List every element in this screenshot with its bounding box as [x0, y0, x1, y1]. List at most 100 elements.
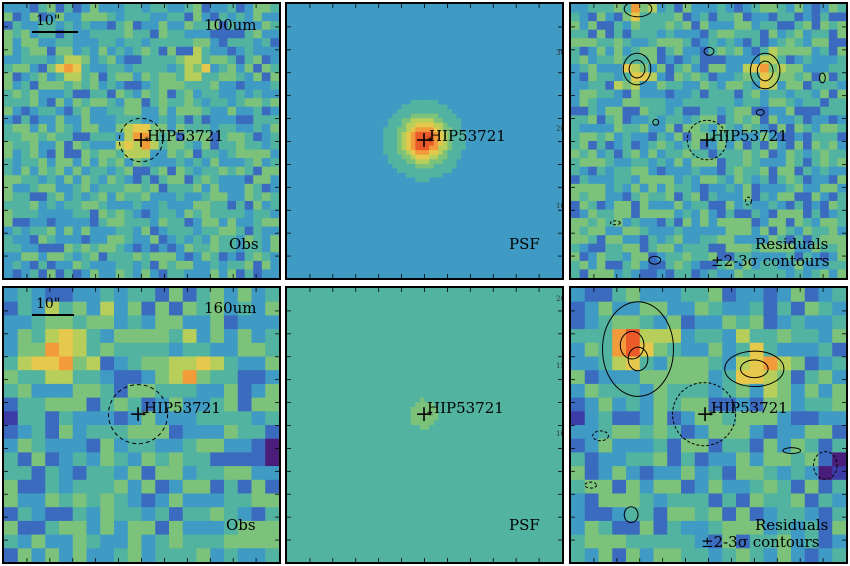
pixel [539, 81, 545, 87]
pixel [803, 4, 813, 14]
pixel [29, 252, 39, 262]
pixel [502, 246, 508, 251]
pixel [291, 122, 297, 128]
pixel [543, 45, 549, 51]
pixel [392, 195, 398, 201]
pixel [305, 154, 311, 160]
pixel [364, 72, 370, 78]
pixel [543, 223, 549, 229]
pixel [401, 255, 407, 261]
pixel [98, 149, 108, 159]
pixel [539, 45, 545, 51]
pixel [493, 26, 499, 32]
pixel [447, 159, 453, 165]
pixel [387, 77, 393, 83]
pixel [167, 175, 177, 185]
pixel [328, 154, 334, 160]
obs-100-panel: * 10" 100um HIP53721 Obs [2, 2, 281, 280]
pixel [520, 99, 526, 105]
pixel [227, 141, 237, 151]
pixel [525, 218, 531, 224]
pixel [328, 204, 334, 210]
pixel [351, 150, 357, 156]
pixel [364, 255, 370, 261]
pixel [452, 99, 457, 105]
pixel [287, 209, 292, 215]
pixel [479, 227, 485, 233]
pixel [452, 54, 457, 60]
pixel [132, 252, 143, 262]
pixel [539, 172, 545, 178]
pixel [470, 95, 476, 101]
pixel [387, 136, 393, 142]
pixel [351, 255, 357, 261]
pixel [314, 118, 320, 124]
pixel [158, 235, 168, 245]
pixel [543, 150, 549, 156]
pixel [529, 26, 535, 32]
pixel [342, 13, 347, 19]
pixel [502, 209, 508, 215]
pixel [158, 209, 168, 219]
pixel [497, 13, 503, 19]
pixel [465, 150, 471, 156]
pixel [175, 166, 186, 176]
pixel [438, 177, 444, 183]
pixel [167, 260, 177, 271]
pixel [415, 236, 421, 242]
pixel [447, 141, 453, 146]
pixel [470, 177, 476, 183]
pixel [682, 12, 692, 22]
pixel [337, 195, 343, 201]
pixel [488, 95, 494, 101]
pixel [296, 150, 302, 156]
pixel [346, 150, 352, 156]
pixel [447, 31, 453, 37]
pixel [374, 241, 380, 247]
pixel [539, 86, 545, 92]
panel-kind-label: Obs [229, 235, 259, 253]
pixel [474, 63, 480, 69]
pixel [337, 232, 343, 238]
pixel [291, 204, 297, 210]
pixel [419, 264, 425, 270]
pixel [511, 63, 517, 69]
pixel [227, 235, 237, 245]
pixel [488, 45, 494, 51]
pixel [351, 163, 357, 169]
pixel [337, 67, 343, 73]
pixel [442, 118, 448, 124]
pixel [552, 255, 558, 261]
pixel [511, 145, 517, 151]
pixel [300, 259, 306, 265]
pixel [539, 109, 545, 114]
pixel [193, 218, 203, 228]
pixel [323, 13, 329, 19]
pixel [699, 63, 710, 74]
pixel [72, 55, 82, 65]
pixel [442, 95, 448, 101]
pixel [29, 81, 39, 91]
pixel [378, 168, 384, 174]
pixel [392, 4, 398, 9]
pixel [175, 4, 186, 14]
pixel [419, 122, 425, 128]
pixel [351, 172, 357, 178]
pixel [355, 40, 361, 46]
pixel [516, 104, 522, 110]
pixel [296, 13, 302, 19]
pixel [534, 223, 540, 229]
pixel [383, 145, 389, 151]
pixel [465, 104, 471, 110]
pixel [175, 46, 186, 56]
pixel [167, 132, 177, 142]
pixel [236, 149, 246, 159]
pixel [725, 89, 735, 99]
pixel [502, 122, 508, 128]
pixel [534, 159, 540, 165]
pixel [261, 98, 271, 108]
pixel [419, 232, 425, 238]
pixel [328, 172, 334, 178]
pixel [387, 99, 393, 105]
pixel [305, 182, 311, 188]
